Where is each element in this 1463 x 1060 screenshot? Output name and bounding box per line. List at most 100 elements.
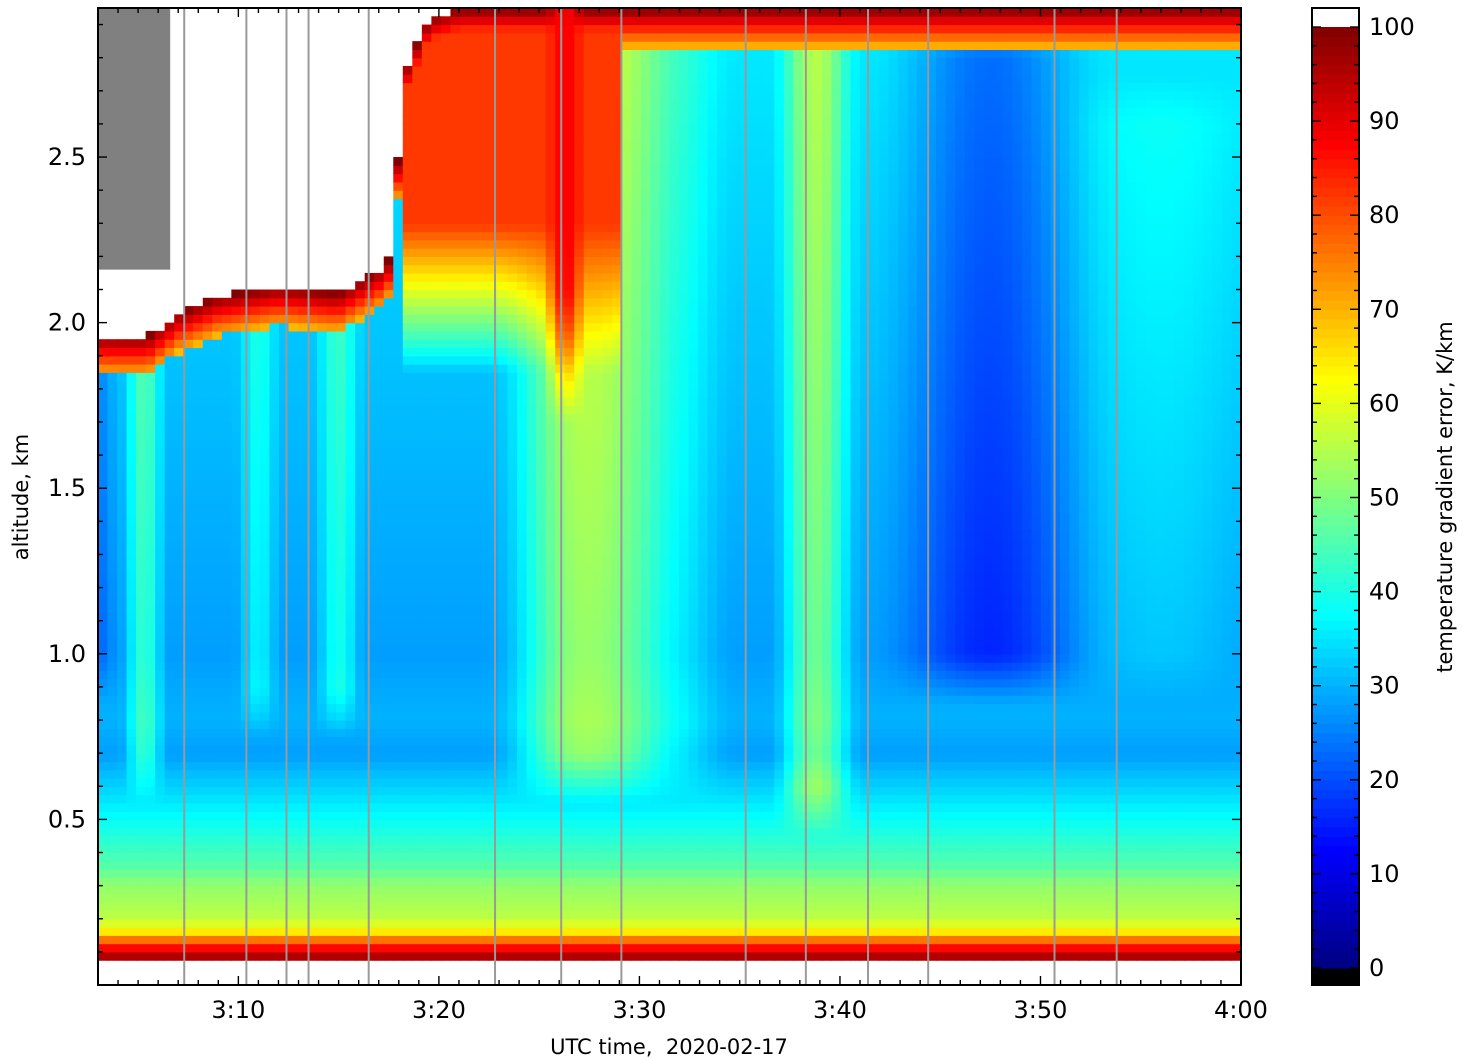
heatmap-cell — [517, 165, 528, 175]
heatmap-cell — [526, 860, 537, 870]
heatmap-cell — [526, 628, 537, 638]
heatmap-cell — [278, 893, 290, 903]
heatmap-cell — [459, 181, 471, 191]
heatmap-cell — [145, 438, 156, 448]
heatmap-cell — [536, 248, 547, 257]
heatmap-cell — [564, 397, 575, 407]
heatmap-cell — [278, 951, 290, 961]
heatmap-cell — [164, 893, 175, 903]
heatmap-cell — [593, 289, 604, 299]
heatmap-cell — [155, 860, 166, 870]
heatmap-cell — [202, 670, 213, 680]
heatmap-cell — [545, 165, 556, 175]
heatmap-cell — [593, 778, 604, 787]
heatmap-cell — [155, 869, 166, 878]
heatmap-cell — [479, 190, 490, 200]
heatmap-cell — [507, 877, 518, 887]
heatmap-cell — [583, 24, 594, 34]
heatmap-cell — [355, 604, 366, 614]
heatmap-cell — [402, 521, 413, 531]
heatmap-cell — [574, 223, 585, 233]
heatmap-cell — [250, 430, 261, 440]
heatmap-cell — [288, 579, 299, 589]
heatmap-cell — [317, 653, 328, 663]
heatmap-cell — [269, 893, 280, 903]
heatmap-cell — [202, 653, 213, 663]
heatmap-cell — [336, 455, 347, 464]
heatmap-cell — [564, 893, 575, 903]
heatmap-cell — [459, 330, 471, 340]
heatmap-cell — [421, 214, 432, 224]
heatmap-cell — [317, 397, 328, 407]
heatmap-cell — [202, 513, 213, 522]
heatmap-cell — [202, 695, 213, 705]
heatmap-cell — [393, 670, 404, 680]
heatmap-cell — [421, 289, 432, 299]
heatmap-cell — [479, 662, 490, 671]
heatmap-cell — [583, 430, 594, 440]
heatmap-cell — [221, 695, 232, 705]
heatmap-cell — [345, 678, 356, 688]
heatmap-cell — [526, 778, 537, 787]
heatmap-cell — [298, 728, 309, 738]
heatmap-cell — [431, 165, 442, 175]
heatmap-cell — [574, 264, 585, 274]
heatmap-cell — [545, 306, 556, 315]
heatmap-cell — [250, 306, 261, 315]
heatmap-cell — [374, 885, 385, 895]
heatmap-cell — [469, 761, 480, 771]
heatmap-cell — [488, 364, 499, 373]
heatmap-cell — [583, 695, 594, 705]
heatmap-cell — [317, 421, 328, 431]
heatmap-cell — [298, 488, 309, 498]
heatmap-cell — [402, 347, 413, 357]
heatmap-cell — [564, 645, 575, 655]
heatmap-cell — [98, 504, 109, 514]
heatmap-cell — [536, 157, 547, 166]
heatmap-cell — [574, 355, 585, 365]
heatmap-cell — [212, 885, 223, 895]
heatmap-cell — [498, 546, 509, 556]
heatmap-cell — [574, 620, 585, 630]
heatmap-cell — [526, 753, 537, 763]
heatmap-cell — [231, 645, 242, 655]
heatmap-cell — [307, 935, 318, 945]
heatmap-cell — [145, 620, 156, 630]
heatmap-cell — [488, 123, 499, 133]
heatmap-cell — [545, 421, 556, 431]
heatmap-cell — [545, 935, 556, 945]
heatmap-cell — [259, 670, 271, 680]
heatmap-cell — [355, 479, 366, 489]
heatmap-cell — [269, 678, 280, 688]
heatmap-cell — [459, 537, 471, 547]
heatmap-cell — [269, 645, 280, 655]
heatmap-cell — [259, 811, 271, 821]
heatmap-cell — [345, 744, 356, 754]
heatmap-cell — [593, 314, 604, 324]
heatmap-cell — [174, 372, 185, 382]
heatmap-cell — [326, 645, 337, 655]
heatmap-cell — [393, 769, 404, 779]
heatmap-cell — [364, 289, 375, 299]
heatmap-cell — [459, 99, 471, 108]
heatmap-cell — [336, 935, 347, 945]
heatmap-cell — [317, 761, 328, 771]
heatmap-cell — [326, 347, 337, 357]
heatmap-cell — [317, 893, 328, 903]
heatmap-cell — [479, 8, 490, 17]
heatmap-cell — [402, 786, 413, 796]
heatmap-cell — [383, 885, 394, 895]
heatmap-cell — [307, 662, 318, 671]
heatmap-cell — [536, 537, 547, 547]
heatmap-cell — [536, 686, 547, 696]
heatmap-cell — [574, 24, 585, 34]
heatmap-cell — [193, 910, 204, 920]
heatmap-cell — [507, 231, 518, 241]
heatmap-cell — [564, 24, 575, 34]
heatmap-cell — [593, 256, 604, 266]
heatmap-cell — [298, 860, 309, 870]
heatmap-cell — [498, 264, 509, 274]
heatmap-cell — [193, 322, 204, 332]
heatmap-cell — [488, 32, 499, 42]
heatmap-cell — [440, 339, 452, 349]
